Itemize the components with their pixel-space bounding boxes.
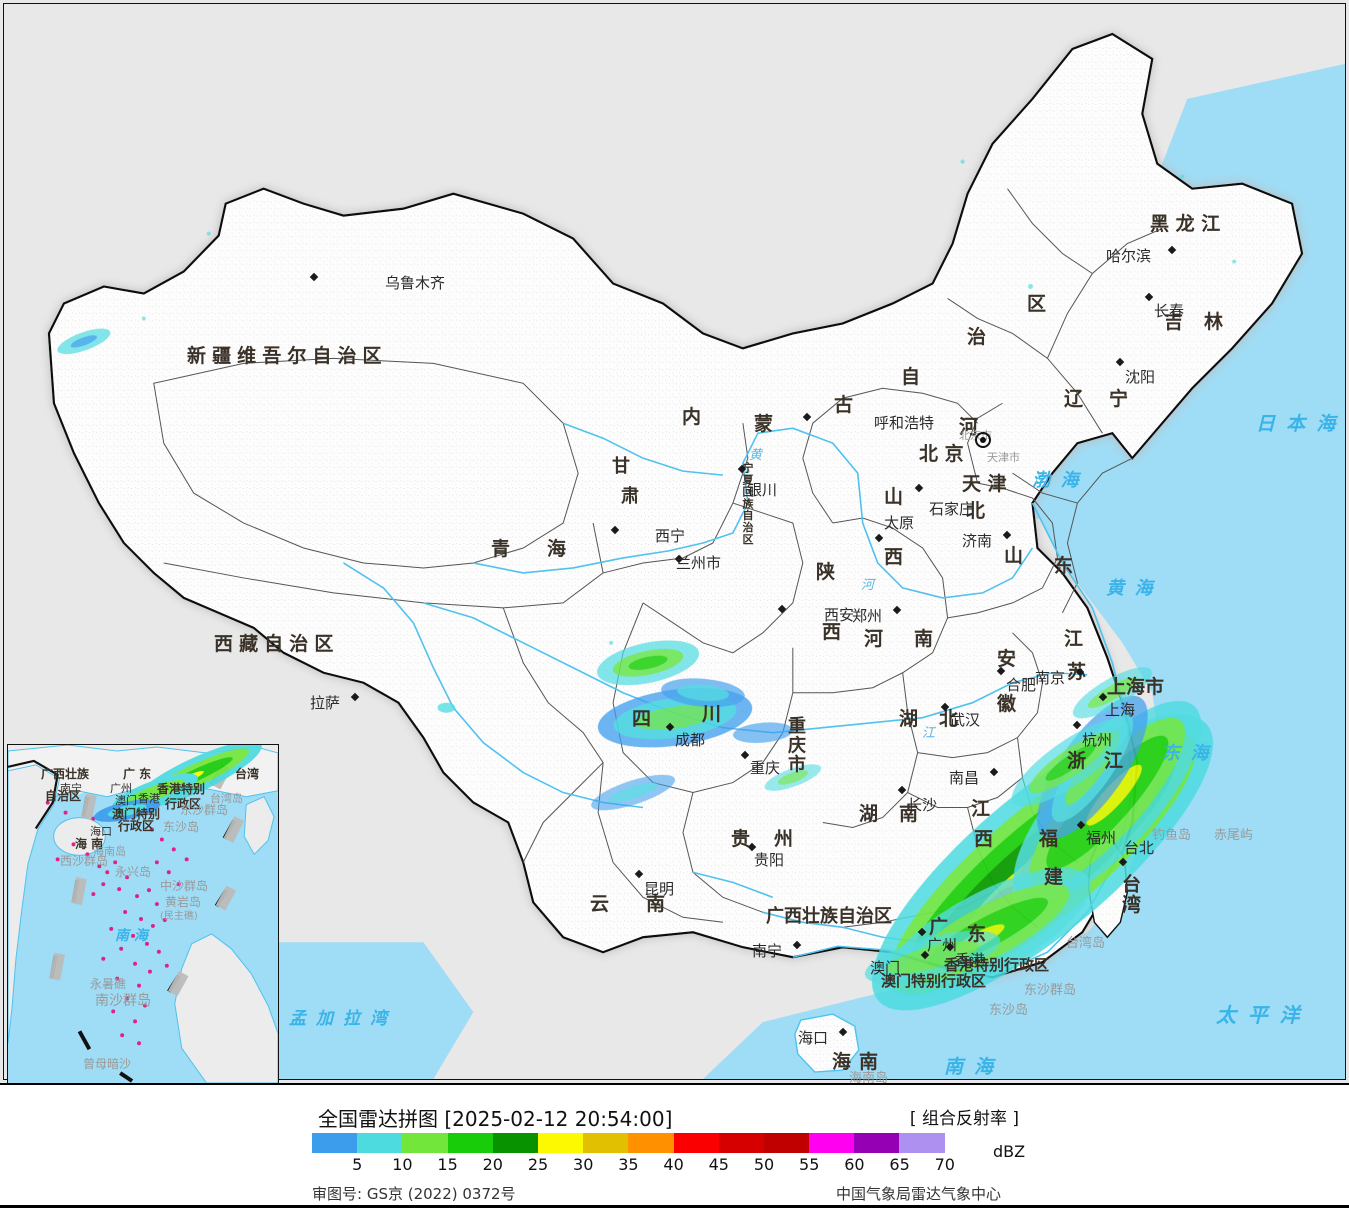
colorbar-swatch-0-5 — [312, 1133, 358, 1153]
colorbar-swatch-40-45 — [673, 1133, 719, 1153]
dbz-unit-label: dBZ — [993, 1142, 1026, 1161]
inset-basemap — [8, 745, 278, 1083]
colorbar-swatch-25-30 — [537, 1133, 584, 1153]
colorbar-tick-40: 40 — [663, 1155, 684, 1174]
colorbar-tick-55: 55 — [799, 1155, 820, 1174]
colorbar-swatch-35-40 — [628, 1133, 674, 1153]
colorbar-swatch-45-50 — [718, 1133, 764, 1153]
product-title: 全国雷达拼图 [2025-02-12 20:54:00] — [318, 1107, 673, 1131]
dbz-colorbar — [312, 1133, 945, 1153]
colorbar-tick-50: 50 — [753, 1155, 775, 1174]
south-china-sea-inset: 广西壮族 自治区广 东台湾 广州 南宁 澳门 香港 香港特别 行政区 台湾岛 澳门特别 行政区 东沙群… — [7, 744, 279, 1083]
colorbar-tick-65: 65 — [889, 1155, 910, 1174]
radar-echo-layer — [57, 159, 1237, 1011]
bottom-rule — [0, 1205, 1349, 1208]
approval-number: 审图号: GS京 (2022) 0372号 — [312, 1185, 516, 1203]
product-type-label: [ 组合反射率 ] — [909, 1109, 1019, 1129]
colorbar-tick-45: 45 — [708, 1155, 729, 1174]
colorbar-tick-70: 70 — [934, 1155, 955, 1174]
colorbar-swatch-20-25 — [492, 1133, 538, 1153]
colorbar-swatch-65-70 — [899, 1133, 945, 1153]
organization-label: 中国气象局雷达气象中心 — [836, 1185, 1002, 1203]
colorbar-swatch-55-60 — [809, 1133, 855, 1153]
colorbar-tick-20: 20 — [482, 1155, 503, 1174]
colorbar-swatch-60-65 — [854, 1133, 900, 1153]
map-frame: 新疆维吾尔自治区 西藏自治区青海甘肃内蒙古自治区宁夏回族自治区陕西山西河北山东河南… — [3, 3, 1346, 1083]
colorbar-tick-25: 25 — [527, 1155, 549, 1174]
colorbar-tick-5: 5 — [352, 1155, 363, 1174]
colorbar-swatch-15-20 — [447, 1133, 493, 1153]
capital-marker-beijing — [975, 432, 991, 448]
colorbar-swatch-5-10 — [357, 1133, 403, 1153]
colorbar-tick-60: 60 — [844, 1155, 865, 1174]
china-landmass — [47, 32, 1304, 979]
map-area: 新疆维吾尔自治区 西藏自治区青海甘肃内蒙古自治区宁夏回族自治区陕西山西河北山东河南… — [3, 3, 1346, 1083]
colorbar-swatch-30-35 — [583, 1133, 629, 1153]
colorbar-tick-35: 35 — [618, 1155, 639, 1174]
footer-panel: 全国雷达拼图 [2025-02-12 20:54:00] [ 组合反射率 ] 5… — [0, 1083, 1349, 1208]
colorbar-swatch-50-55 — [763, 1133, 810, 1153]
colorbar-swatch-10-15 — [402, 1133, 448, 1153]
colorbar-tick-30: 30 — [573, 1155, 594, 1174]
colorbar-tick-10: 10 — [392, 1155, 413, 1174]
colorbar-tick-15: 15 — [437, 1155, 458, 1174]
